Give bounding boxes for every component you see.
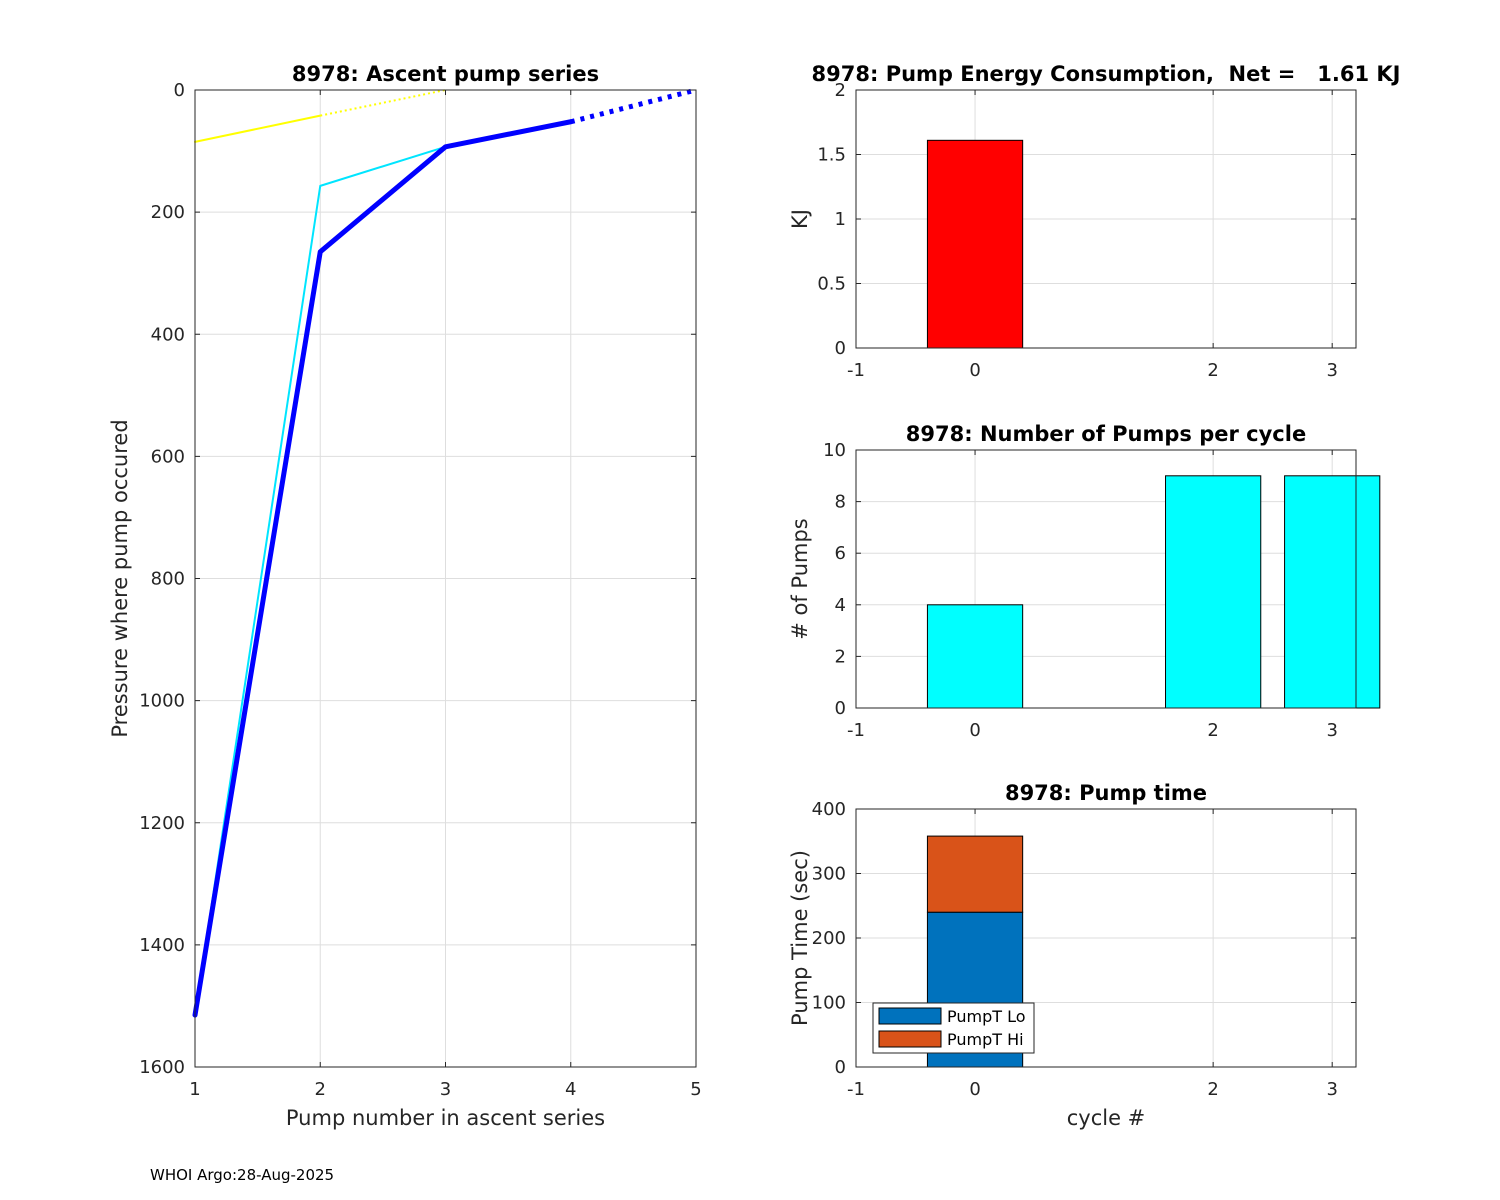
chart-title: 8978: Pump time [1005, 781, 1207, 805]
axes-0: 1 2 3 4 5 0 200 400 600 800 1000 1200 1400 1600 8978: … [108, 62, 702, 1130]
y-tick-label: 2 [835, 80, 846, 101]
y-tick-label: 0 [174, 80, 185, 101]
y-axis-label: # of Pumps [788, 518, 812, 640]
x-tick-label: 4 [565, 1079, 576, 1100]
y-tick-label: 0 [835, 1057, 846, 1078]
legend-swatch [878, 1030, 942, 1048]
y-axis-label: Pressure where pump occured [108, 419, 132, 737]
footer-timestamp: WHOI Argo:28-Aug-2025 [150, 1166, 335, 1184]
y-tick-label: 800 [151, 569, 185, 590]
y-tick-label: 1 [835, 209, 846, 230]
chart-title: 8978: Number of Pumps per cycle [906, 422, 1306, 446]
x-tick-label: 5 [690, 1079, 701, 1100]
y-tick-label: 1200 [139, 813, 185, 834]
legend-entry: PumpT Hi [947, 1030, 1024, 1049]
x-axis-label: cycle # [1067, 1106, 1146, 1130]
series-line-1 [320, 89, 446, 117]
y-tick-label: 8 [835, 492, 846, 513]
x-tick-label: 2 [1207, 720, 1218, 741]
series-line-2 [194, 145, 447, 1017]
y-tick-label: 100 [812, 993, 846, 1014]
legend: PumpT Lo PumpT Hi [872, 1002, 1035, 1054]
y-tick-label: 0.5 [817, 274, 846, 295]
y-axis-label: Pump Time (sec) [788, 850, 812, 1026]
y-tick-label: 0 [835, 698, 846, 719]
y-tick-label: 400 [151, 324, 185, 345]
bar [926, 604, 1024, 709]
series-line-4 [570, 87, 697, 125]
x-tick-label: 0 [969, 360, 980, 381]
bar [1284, 475, 1381, 709]
y-tick-label: 200 [812, 928, 846, 949]
x-tick-label: 2 [1207, 360, 1218, 381]
x-tick-label: 3 [1326, 1079, 1337, 1100]
y-tick-label: 1000 [139, 691, 185, 712]
y-tick-label: 400 [812, 799, 846, 820]
chart-title: 8978: Ascent pump series [292, 62, 599, 86]
x-tick-label: -1 [847, 1079, 865, 1100]
x-tick-label: 3 [1326, 360, 1337, 381]
y-tick-label: 300 [812, 864, 846, 885]
y-tick-label: 1400 [139, 935, 185, 956]
series-line-3 [192, 119, 574, 1018]
y-tick-label: 10 [823, 440, 846, 461]
axes-frame [855, 89, 1357, 349]
y-tick-label: 1600 [139, 1057, 185, 1078]
x-tick-label: 0 [969, 720, 980, 741]
y-tick-label: 600 [151, 446, 185, 467]
x-tick-label: -1 [847, 360, 865, 381]
y-tick-label: 200 [151, 202, 185, 223]
x-tick-label: 1 [189, 1079, 200, 1100]
x-tick-label: -1 [847, 720, 865, 741]
bar [926, 139, 1024, 349]
y-tick-label: 0 [835, 338, 846, 359]
y-axis-label: KJ [788, 209, 812, 229]
y-tick-label: 4 [835, 595, 846, 616]
bar [1165, 475, 1262, 709]
series-line-0 [194, 114, 322, 143]
x-tick-label: 0 [969, 1079, 980, 1100]
y-tick-label: 6 [835, 543, 846, 564]
x-tick-label: 2 [315, 1079, 326, 1100]
axes-frame [194, 89, 697, 1068]
x-tick-label: 3 [440, 1079, 451, 1100]
y-tick-label: 1.5 [817, 145, 846, 166]
chart-title: 8978: Pump Energy Consumption, Net = 1.6… [812, 62, 1401, 86]
legend-swatch [878, 1007, 942, 1025]
bar-pumpt-hi [926, 835, 1024, 913]
axes-frame [855, 808, 1357, 1068]
y-tick-label: 2 [835, 646, 846, 667]
x-tick-label: 3 [1326, 720, 1337, 741]
x-axis-label: Pump number in ascent series [286, 1106, 605, 1130]
x-tick-label: 2 [1207, 1079, 1218, 1100]
legend-entry: PumpT Lo [947, 1007, 1026, 1026]
axes-frame [855, 449, 1357, 709]
